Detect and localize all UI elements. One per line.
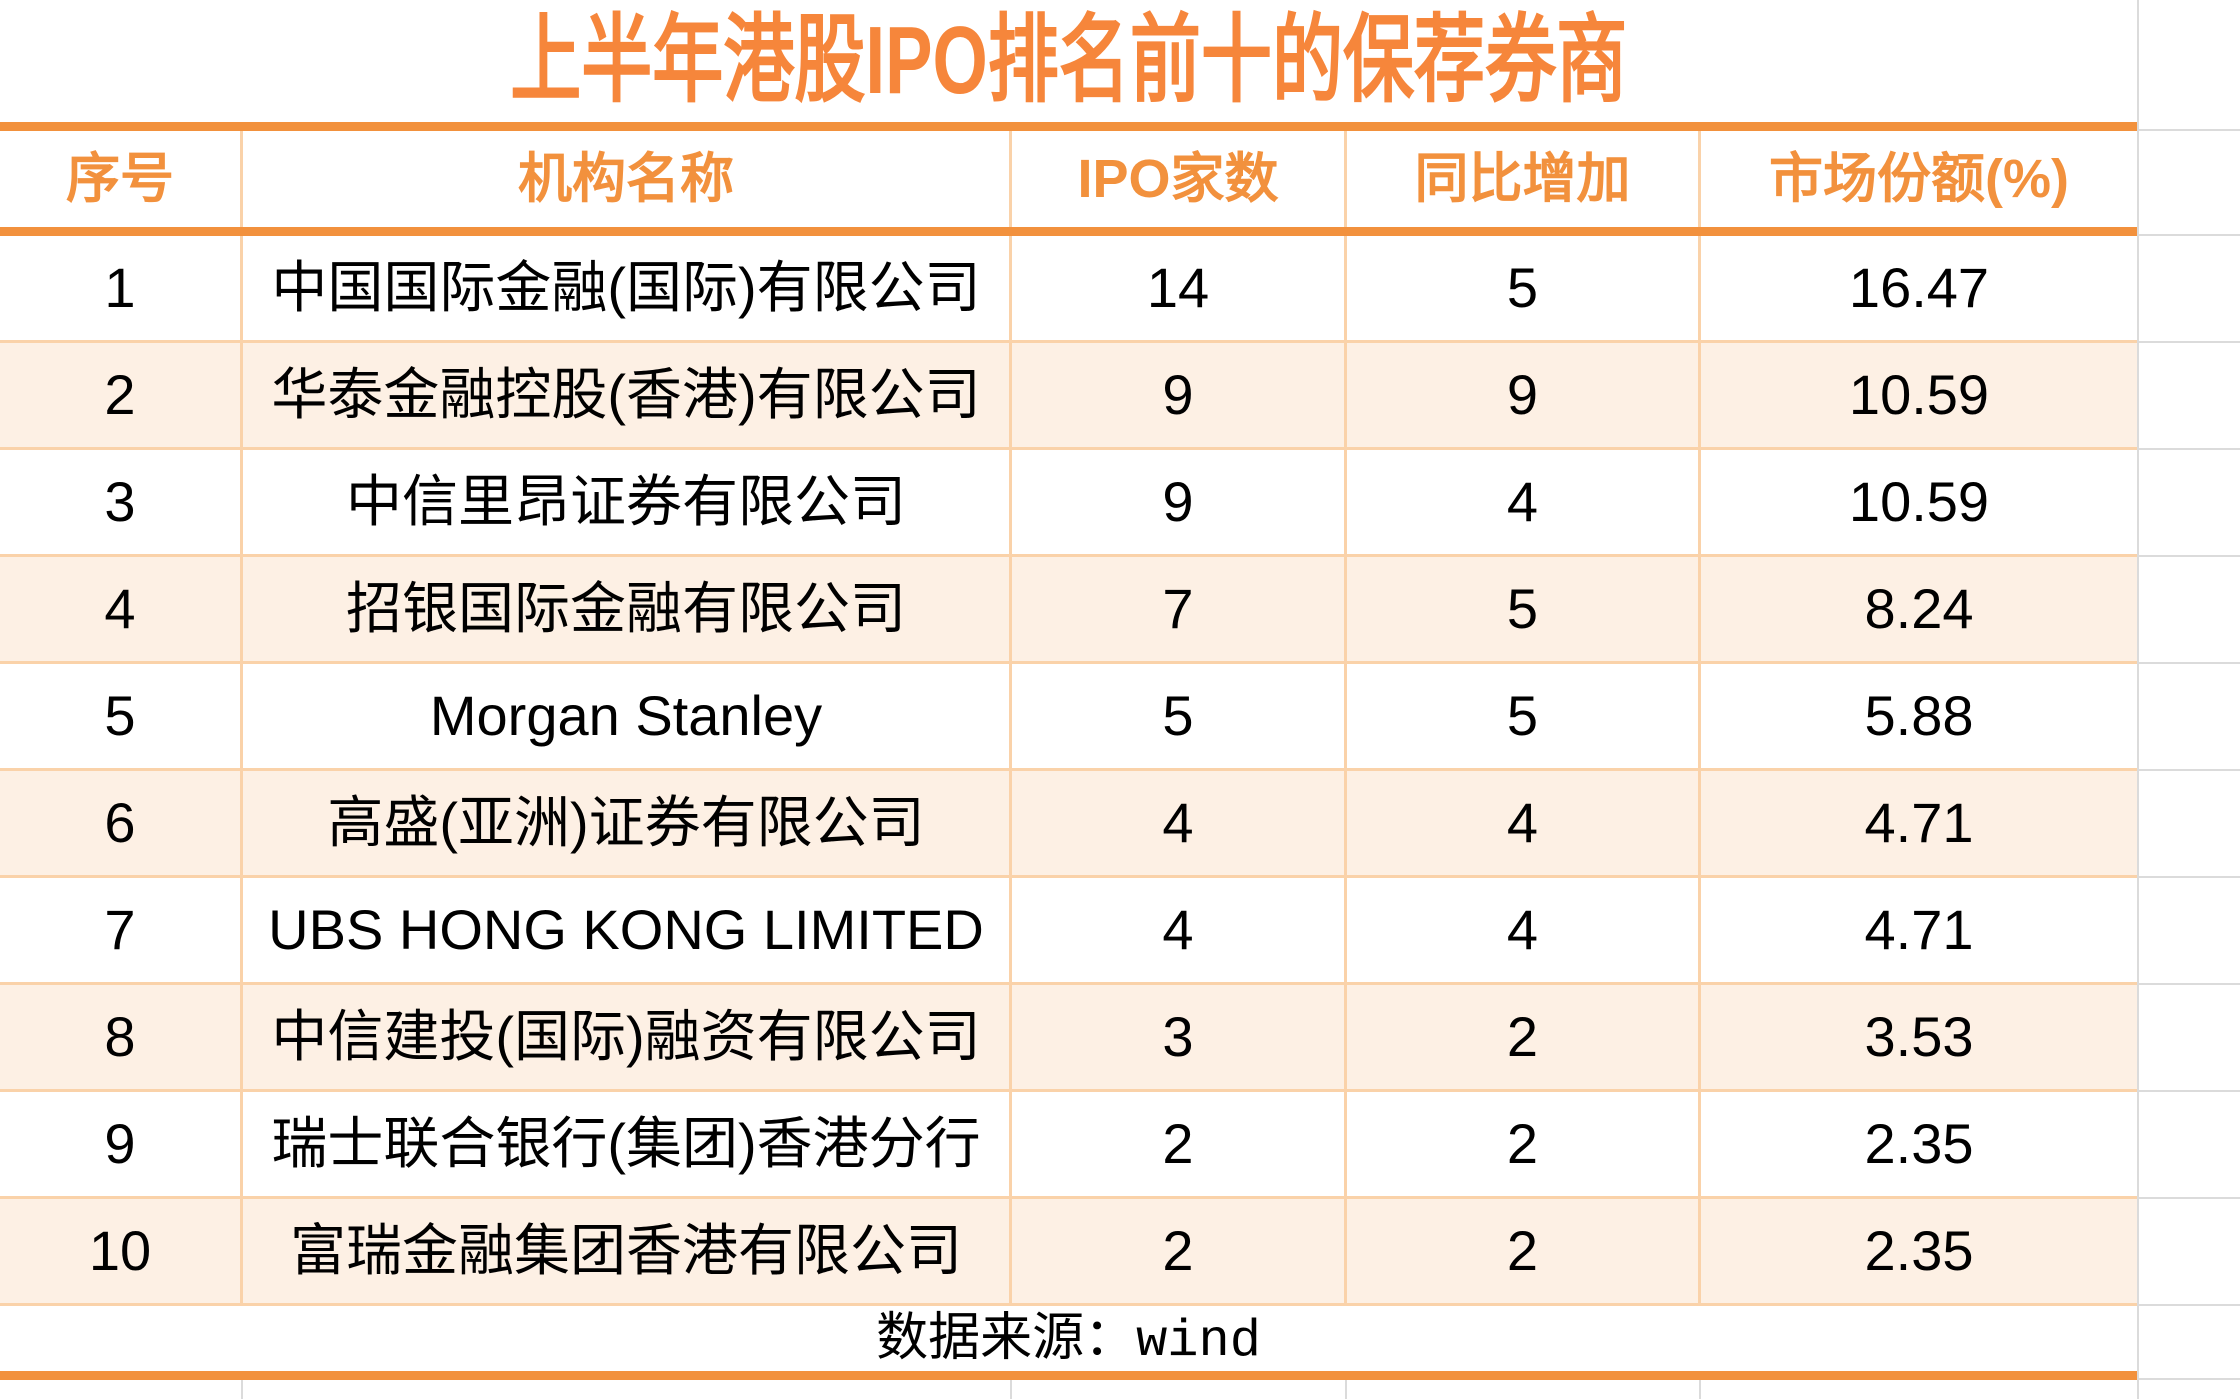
rank-cell: 4 bbox=[0, 557, 243, 661]
ipo-count-cell: 9 bbox=[1012, 343, 1347, 447]
yoy-increase-cell: 2 bbox=[1347, 985, 1701, 1089]
ipo-count-cell: 3 bbox=[1012, 985, 1347, 1089]
gridline bbox=[2139, 1199, 2240, 1306]
market-share-cell: 8.24 bbox=[1864, 577, 1974, 640]
table-row: 10 富瑞金融集团香港有限公司 2 2 2.35 bbox=[0, 1199, 2137, 1306]
ipo-count-cell: 5 bbox=[1012, 664, 1347, 768]
market-share-cell: 2.35 bbox=[1864, 1112, 1974, 1175]
table-title: 上半年港股IPO排名前十的保荐券商 bbox=[510, 7, 1627, 114]
institution-cell: UBS HONG KONG LIMITED bbox=[243, 878, 1012, 982]
table-row: 6 高盛(亚洲)证券有限公司 4 4 4.71 bbox=[0, 771, 2137, 878]
gridline bbox=[2139, 1306, 2240, 1380]
ipo-count-cell: 9 bbox=[1012, 450, 1347, 554]
gridline bbox=[2139, 0, 2240, 131]
ipo-count-cell: 2 bbox=[1012, 1092, 1347, 1196]
gridline bbox=[2139, 1092, 2240, 1199]
source-note-row: 数据来源：wind bbox=[0, 1306, 2137, 1380]
market-share-cell: 10.59 bbox=[1848, 363, 1990, 426]
market-share-cell: 3.53 bbox=[1864, 1005, 1974, 1068]
yoy-increase-cell: 5 bbox=[1347, 557, 1701, 661]
institution-cell: 瑞士联合银行(集团)香港分行 bbox=[243, 1092, 1012, 1196]
gridline bbox=[2139, 343, 2240, 450]
institution-cell: 中国国际金融(国际)有限公司 bbox=[243, 236, 1012, 340]
gridline bbox=[241, 1380, 243, 1399]
yoy-increase-cell: 4 bbox=[1347, 878, 1701, 982]
market-share-cell: 5.88 bbox=[1864, 684, 1974, 747]
rank-cell: 3 bbox=[0, 450, 243, 554]
header-institution: 机构名称 bbox=[243, 131, 1012, 227]
institution-cell: 招银国际金融有限公司 bbox=[243, 557, 1012, 661]
header-ipo-count: IPO家数 bbox=[1012, 131, 1347, 227]
gridline bbox=[2139, 557, 2240, 664]
yoy-increase-cell: 5 bbox=[1347, 236, 1701, 340]
institution-cell: 高盛(亚洲)证券有限公司 bbox=[243, 771, 1012, 875]
yoy-increase-cell: 2 bbox=[1347, 1092, 1701, 1196]
yoy-increase-cell: 5 bbox=[1347, 664, 1701, 768]
market-share-cell: 2.35 bbox=[1864, 1219, 1974, 1282]
source-note-text: 数据来源：wind bbox=[876, 1312, 1261, 1371]
table-row: 1 中国国际金融(国际)有限公司 14 5 16.47 bbox=[0, 236, 2137, 343]
yoy-increase-cell: 4 bbox=[1347, 450, 1701, 554]
table-header-row: 序号 机构名称 IPO家数 同比增加 市场份额(%) bbox=[0, 131, 2137, 236]
gridline bbox=[2139, 771, 2240, 878]
gridline bbox=[2139, 664, 2240, 771]
table-row: 7 UBS HONG KONG LIMITED 4 4 4.71 bbox=[0, 878, 2137, 985]
table-row: 2 华泰金融控股(香港)有限公司 9 9 10.59 bbox=[0, 343, 2137, 450]
table-row: 9 瑞士联合银行(集团)香港分行 2 2 2.35 bbox=[0, 1092, 2137, 1199]
institution-cell: 中信里昂证券有限公司 bbox=[243, 450, 1012, 554]
gridline bbox=[2139, 236, 2240, 343]
ipo-count-cell: 7 bbox=[1012, 557, 1347, 661]
gridline bbox=[2139, 985, 2240, 1092]
institution-cell: 华泰金融控股(香港)有限公司 bbox=[243, 343, 1012, 447]
rank-cell: 7 bbox=[0, 878, 243, 982]
institution-cell: 中信建投(国际)融资有限公司 bbox=[243, 985, 1012, 1089]
rank-cell: 6 bbox=[0, 771, 243, 875]
table-row: 5 Morgan Stanley 5 5 5.88 bbox=[0, 664, 2137, 771]
rank-cell: 1 bbox=[0, 236, 243, 340]
market-share-cell: 10.59 bbox=[1848, 470, 1990, 533]
institution-cell: Morgan Stanley bbox=[243, 664, 1012, 768]
gridline bbox=[1010, 1380, 1012, 1399]
ipo-count-cell: 4 bbox=[1012, 878, 1347, 982]
gridline bbox=[1699, 1380, 1701, 1399]
market-share-cell: 16.47 bbox=[1848, 256, 1990, 319]
rank-cell: 5 bbox=[0, 664, 243, 768]
table-body: 1 中国国际金融(国际)有限公司 14 5 16.47 2 华泰金融控股(香港)… bbox=[0, 236, 2137, 1306]
ipo-count-cell: 4 bbox=[1012, 771, 1347, 875]
header-yoy-increase: 同比增加 bbox=[1347, 131, 1701, 227]
yoy-increase-cell: 4 bbox=[1347, 771, 1701, 875]
header-rank: 序号 bbox=[0, 131, 243, 227]
table-title-row: 上半年港股IPO排名前十的保荐券商 bbox=[0, 0, 2137, 131]
gridline bbox=[2139, 450, 2240, 557]
yoy-increase-cell: 9 bbox=[1347, 343, 1701, 447]
table-row: 4 招银国际金融有限公司 7 5 8.24 bbox=[0, 557, 2137, 664]
institution-cell: 富瑞金融集团香港有限公司 bbox=[243, 1199, 1012, 1303]
rank-cell: 9 bbox=[0, 1092, 243, 1196]
ipo-count-cell: 2 bbox=[1012, 1199, 1347, 1303]
rank-cell: 2 bbox=[0, 343, 243, 447]
ipo-ranking-table: 上半年港股IPO排名前十的保荐券商 序号 机构名称 IPO家数 同比增加 市场份… bbox=[0, 0, 2137, 1399]
header-market-share: 市场份额(%) bbox=[1769, 149, 2069, 209]
ipo-count-cell: 14 bbox=[1012, 236, 1347, 340]
gridline bbox=[2139, 878, 2240, 985]
market-share-cell: 4.71 bbox=[1864, 791, 1974, 854]
table-row: 3 中信里昂证券有限公司 9 4 10.59 bbox=[0, 450, 2137, 557]
empty-grid-column bbox=[2137, 0, 2240, 1399]
market-share-cell: 4.71 bbox=[1864, 898, 1974, 961]
empty-grid-row bbox=[0, 1380, 2137, 1399]
yoy-increase-cell: 2 bbox=[1347, 1199, 1701, 1303]
table-row: 8 中信建投(国际)融资有限公司 3 2 3.53 bbox=[0, 985, 2137, 1092]
rank-cell: 10 bbox=[0, 1199, 243, 1303]
rank-cell: 8 bbox=[0, 985, 243, 1089]
gridline bbox=[2139, 131, 2240, 236]
gridline bbox=[1345, 1380, 1347, 1399]
